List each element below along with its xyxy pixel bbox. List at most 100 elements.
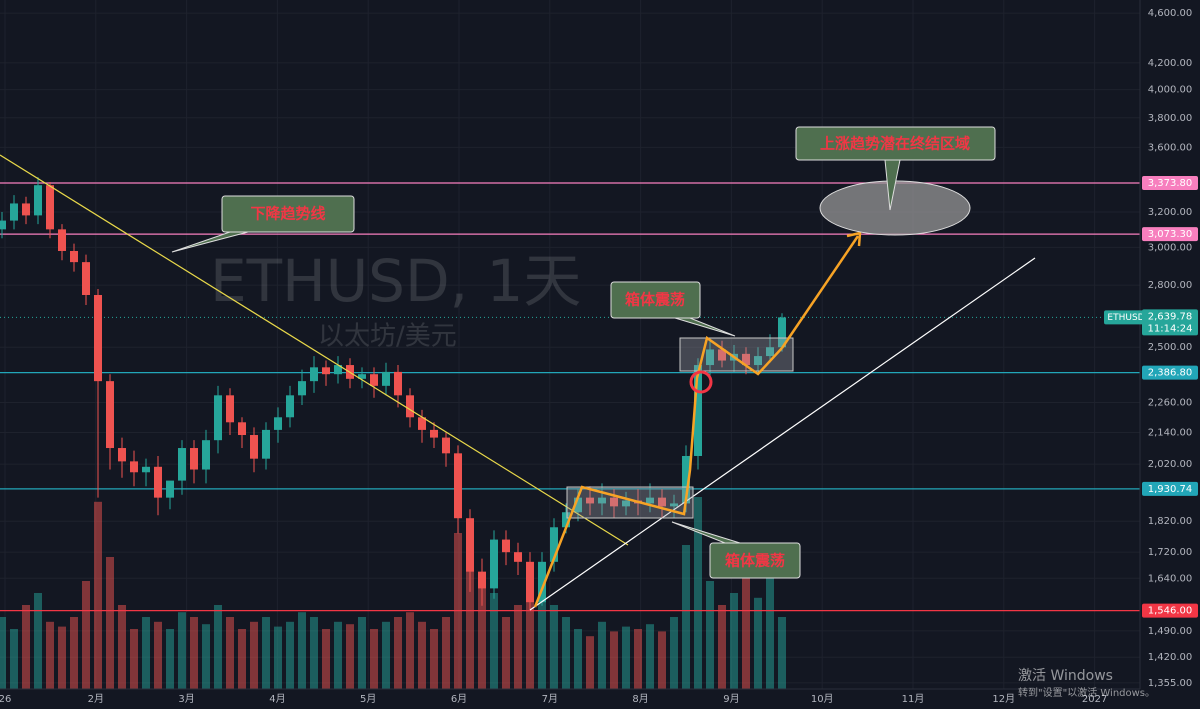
volume-bar	[682, 545, 690, 689]
os-watermark: 转到"设置"以激活 Windows。	[1018, 686, 1155, 699]
volume-bar	[586, 636, 594, 689]
candle-body	[226, 395, 234, 423]
volume-bar	[778, 617, 786, 689]
candle-body	[466, 518, 474, 572]
volume-bar	[658, 631, 666, 689]
arrow-head	[846, 231, 862, 247]
volume-bar	[274, 626, 282, 689]
volume-bar	[166, 629, 174, 689]
candle-body	[82, 262, 90, 296]
candle-body	[430, 429, 438, 438]
countdown: 11:14:24	[1148, 323, 1193, 334]
volume-bar	[478, 581, 486, 689]
candle-body	[550, 527, 558, 562]
watermark: ETHUSD, 1天	[210, 247, 581, 315]
volume-bar	[646, 624, 654, 689]
price-label: 2,639.78	[1148, 311, 1193, 322]
callout-box	[221, 195, 355, 233]
volume-bar	[526, 597, 534, 689]
candle-body	[490, 539, 498, 589]
candle-body	[526, 561, 534, 603]
callout-box	[709, 542, 801, 579]
candle-body	[190, 448, 198, 470]
volume-bar	[22, 605, 30, 689]
volume-bar	[118, 605, 126, 689]
y-tick-label: 4,000.00	[1148, 85, 1193, 96]
x-tick-label: 2月	[88, 693, 104, 705]
volume-bar	[190, 617, 198, 689]
volume-bar	[178, 612, 186, 689]
candle-body	[382, 371, 390, 386]
candle-layer	[0, 177, 786, 611]
candle-body	[118, 448, 126, 462]
candle-body	[94, 295, 102, 382]
candle-body	[442, 437, 450, 454]
volume-bar	[34, 593, 42, 689]
candle-body	[574, 497, 582, 513]
volume-bar	[574, 629, 582, 689]
candle-body	[334, 365, 342, 375]
candle-body	[214, 395, 222, 441]
y-tick-label: 1,720.00	[1148, 547, 1193, 558]
volume-bar	[730, 593, 738, 689]
candle-body	[58, 229, 66, 251]
volume-bar	[754, 597, 762, 689]
y-tick-label: 1,355.00	[1148, 678, 1193, 689]
volume-bar	[94, 501, 102, 689]
level-label: 1,930.74	[1148, 484, 1193, 495]
volume-bar	[130, 629, 138, 689]
y-tick-label: 3,000.00	[1148, 242, 1193, 253]
volume-bar	[310, 617, 318, 689]
candle-body	[322, 367, 330, 375]
candle-body	[718, 349, 726, 361]
volume-bar	[10, 629, 18, 689]
volume-bar	[490, 593, 498, 689]
level-label: 2,386.80	[1148, 368, 1193, 379]
level-label: 1,546.00	[1148, 606, 1193, 617]
candle-body	[178, 448, 186, 481]
drawings: 下降趋势线 箱体震荡 箱体震荡 上涨趋势潜在终结区域	[0, 126, 1036, 611]
volume-bar	[430, 629, 438, 689]
path-projection	[533, 335, 783, 608]
x-tick-label: 10月	[811, 693, 834, 705]
x-tick-label: 9月	[723, 693, 739, 705]
candle-body	[370, 374, 378, 386]
volume-bar	[370, 629, 378, 689]
y-tick-label: 1,820.00	[1148, 516, 1193, 527]
callout-box	[795, 126, 996, 161]
callout-text: 上涨趋势潜在终结区域	[820, 135, 970, 153]
y-tick-label: 2,500.00	[1148, 342, 1193, 353]
volume-bar	[418, 621, 426, 689]
volume-bar	[154, 621, 162, 689]
candle-body	[778, 317, 786, 348]
callout-text: 箱体震荡	[625, 291, 685, 309]
level-tag	[1142, 603, 1198, 618]
candle-body	[106, 381, 114, 449]
candle-body	[262, 429, 270, 459]
candle-body	[706, 349, 714, 366]
candle-body	[754, 356, 762, 366]
volume-bar	[142, 617, 150, 689]
candle-body	[646, 497, 654, 504]
level-layer	[0, 182, 1140, 612]
y-tick-label: 3,200.00	[1148, 207, 1193, 218]
y-tick-label: 4,200.00	[1148, 58, 1193, 69]
volume-bar	[406, 612, 414, 689]
y-tick-label: 3,600.00	[1148, 142, 1193, 153]
candle-body	[562, 512, 570, 528]
y-tick-label: 2,260.00	[1148, 398, 1193, 409]
range-box	[566, 486, 694, 519]
x-tick-label: 7月	[542, 693, 558, 705]
candle-body	[142, 466, 150, 473]
candle-body	[34, 185, 42, 216]
volume-bar	[46, 621, 54, 689]
candle-body	[622, 500, 630, 507]
y-tick-label: 2,800.00	[1148, 280, 1193, 291]
candle-body	[298, 381, 306, 396]
candle-body	[454, 453, 462, 519]
volume-bar	[442, 617, 450, 689]
volume-bar	[202, 624, 210, 689]
candle-body	[274, 417, 282, 430]
candle-body	[406, 395, 414, 418]
